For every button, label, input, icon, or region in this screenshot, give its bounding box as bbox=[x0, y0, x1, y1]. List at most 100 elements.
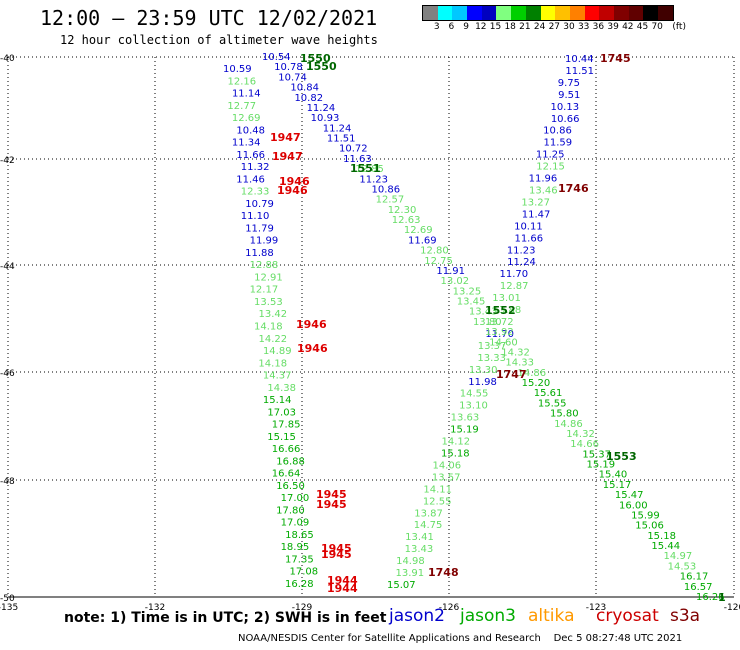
legend-swatch bbox=[555, 6, 570, 20]
swh-value: 18.95 bbox=[281, 542, 310, 553]
swh-value: 10.79 bbox=[245, 199, 274, 210]
swh-value: 14.98 bbox=[396, 556, 425, 567]
pass-time: 1946 bbox=[297, 342, 328, 355]
swh-value: 10.93 bbox=[311, 113, 340, 124]
swh-value: 11.69 bbox=[408, 235, 437, 246]
swh-value: 16.28 bbox=[285, 579, 314, 590]
swh-value: 13.53 bbox=[254, 297, 283, 308]
swh-value: 18.65 bbox=[285, 530, 314, 541]
swh-value: 10.66 bbox=[551, 114, 580, 125]
swh-value: 15.18 bbox=[647, 531, 676, 542]
legend-tick-label: 36 bbox=[592, 22, 605, 32]
swh-value: 11.63 bbox=[343, 154, 372, 165]
legend-swatch bbox=[643, 6, 658, 20]
lat-tick-label: -48 bbox=[0, 477, 15, 487]
swh-value: 16.88 bbox=[276, 456, 305, 467]
lon-tick-label: -132 bbox=[145, 603, 165, 613]
swh-value: 14.37 bbox=[263, 371, 292, 382]
legend-tick-label: 39 bbox=[607, 22, 619, 32]
satellite-label: cryosat bbox=[596, 606, 659, 626]
swh-value: 10.86 bbox=[543, 126, 572, 137]
legend-swatch bbox=[525, 6, 541, 20]
swh-value: 13.37 bbox=[478, 341, 507, 352]
pass-time: 1946 bbox=[279, 175, 310, 188]
swh-value: 11.24 bbox=[307, 103, 336, 114]
legend-swatch bbox=[599, 6, 614, 20]
swh-value: 14.86 bbox=[518, 368, 547, 379]
swh-value: 11.66 bbox=[236, 150, 265, 161]
swh-value: 16.57 bbox=[684, 582, 713, 593]
swh-value: 14.66 bbox=[570, 439, 599, 450]
pass-time: 1947 bbox=[270, 131, 301, 144]
swh-value: 13.87 bbox=[414, 508, 443, 519]
lon-tick-label: -123 bbox=[586, 603, 606, 613]
swh-value: 11.51 bbox=[565, 66, 594, 77]
pass-time: 1947 bbox=[272, 150, 303, 163]
satellite-label: jason2 bbox=[389, 606, 445, 626]
swh-value: 16.50 bbox=[276, 481, 305, 492]
swh-value: 15.17 bbox=[603, 480, 632, 491]
swh-value: 13.80 bbox=[473, 317, 502, 328]
swh-value: 9.51 bbox=[558, 90, 580, 101]
page-title: 12:00 – 23:59 UTC 12/02/2021 bbox=[40, 6, 378, 30]
swh-value: 15.15 bbox=[267, 432, 296, 443]
swh-value: 16.64 bbox=[272, 469, 301, 480]
swh-value: 11.51 bbox=[327, 134, 356, 145]
swh-value: 13.91 bbox=[396, 568, 425, 579]
swh-value: 9.75 bbox=[558, 78, 580, 89]
swh-value: 14.60 bbox=[489, 337, 518, 348]
swh-value: 15.61 bbox=[534, 388, 563, 399]
swh-value: 14.22 bbox=[258, 334, 287, 345]
swh-value: 13.25 bbox=[453, 286, 482, 297]
swh-value: 17.35 bbox=[285, 554, 314, 565]
swh-value: 15.37 bbox=[582, 449, 611, 460]
swh-value: 11.99 bbox=[250, 236, 279, 247]
lat-tick-label: -42 bbox=[0, 156, 15, 166]
swh-value: 13.27 bbox=[521, 197, 550, 208]
legend-swatch bbox=[496, 6, 512, 20]
swh-value: 11.70 bbox=[500, 269, 529, 280]
swh-value: 13.57 bbox=[432, 472, 461, 483]
swh-value: 15.06 bbox=[635, 521, 664, 532]
pass-time: 1550 bbox=[300, 52, 331, 65]
swh-value: 17.08 bbox=[290, 567, 319, 578]
swh-value: 15.47 bbox=[615, 490, 644, 501]
swh-value: 15.20 bbox=[522, 378, 551, 389]
lon-tick-label: -129 bbox=[292, 603, 313, 613]
swh-value: 14.33 bbox=[505, 358, 534, 369]
swh-value: 13.02 bbox=[440, 276, 469, 287]
legend-tick-label: 3 bbox=[433, 22, 440, 32]
swh-value: 14.97 bbox=[664, 551, 693, 562]
swh-value: 11.91 bbox=[436, 266, 465, 277]
lat-tick-label: -50 bbox=[0, 594, 15, 604]
swh-value: 13.30 bbox=[469, 365, 498, 376]
swh-value: 15.55 bbox=[538, 398, 567, 409]
legend-tick-label: 18 bbox=[504, 22, 516, 32]
swh-value: 11.34 bbox=[232, 138, 261, 149]
lat-tick-label: -46 bbox=[0, 369, 15, 379]
legend-swatch bbox=[584, 6, 600, 20]
page-subtitle: 12 hour collection of altimeter wave hei… bbox=[60, 33, 378, 47]
swh-value: 11.25 bbox=[536, 150, 565, 161]
swh-value: 14.55 bbox=[460, 389, 489, 400]
swh-value: 15.18 bbox=[441, 449, 470, 460]
legend-tick-label: 45 bbox=[636, 22, 649, 32]
swh-value: 13.43 bbox=[469, 307, 498, 318]
swh-value: 12.30 bbox=[388, 205, 417, 216]
swh-value: 13.43 bbox=[405, 544, 434, 555]
legend-tick-label: 12 bbox=[475, 22, 487, 32]
legend-swatch bbox=[467, 6, 482, 20]
lon-tick-label: -135 bbox=[0, 603, 18, 613]
pass-time: 1946 bbox=[277, 184, 308, 197]
pass-time: 1944 bbox=[327, 582, 358, 595]
swh-value: 12.75 bbox=[424, 256, 453, 267]
swh-value: 12.16 bbox=[227, 76, 256, 87]
pass-time: 1745 bbox=[600, 52, 631, 65]
swh-value: 12.33 bbox=[241, 187, 270, 198]
pass-time: 1944 bbox=[327, 574, 358, 587]
swh-value: 14.32 bbox=[566, 429, 595, 440]
swh-value: 11.10 bbox=[241, 211, 270, 222]
swh-value: 12.63 bbox=[392, 215, 421, 226]
pass-time: 1747 bbox=[496, 368, 527, 381]
